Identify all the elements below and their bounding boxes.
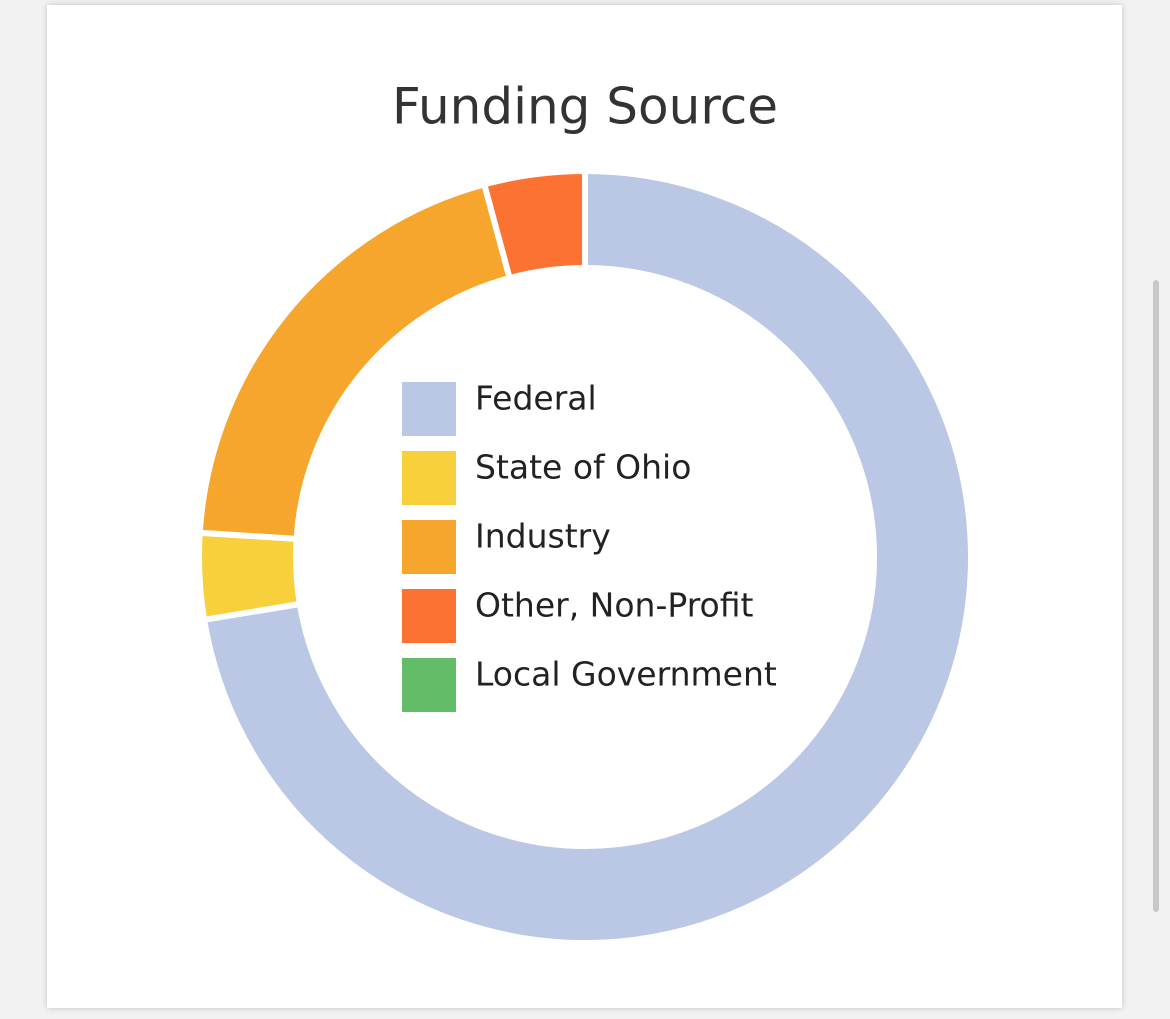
chart-title: Funding Source: [392, 78, 778, 136]
legend-swatch: [402, 382, 456, 436]
legend-label: Other, Non-Profit: [475, 586, 754, 625]
legend-label: Local Government: [475, 655, 777, 694]
donut-slice: [200, 167, 974, 946]
scrollbar: [1153, 280, 1159, 912]
legend-swatch: [402, 658, 456, 712]
legend-swatch: [402, 589, 456, 643]
donut-slice: [196, 180, 514, 543]
legend-swatch: [402, 451, 456, 505]
donut-slice: [196, 529, 304, 624]
legend-label: Industry: [475, 517, 611, 556]
legend-label: Federal: [475, 379, 597, 418]
legend-swatch: [402, 520, 456, 574]
legend-label: State of Ohio: [475, 448, 691, 487]
